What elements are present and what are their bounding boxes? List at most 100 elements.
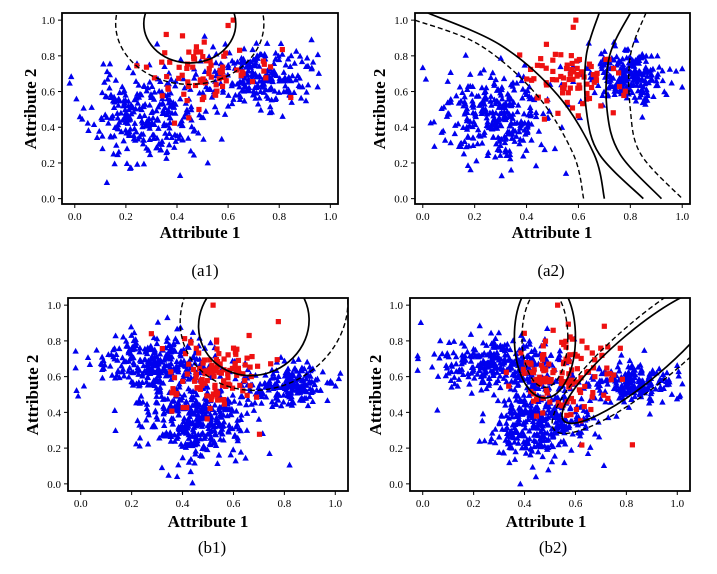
point-triangle	[613, 382, 620, 389]
x-tick-label: 0.0	[74, 498, 88, 510]
point-triangle	[155, 140, 163, 147]
point-square	[550, 68, 556, 75]
point-square	[622, 88, 628, 94]
point-square	[584, 90, 590, 97]
x-tick-label: 0.0	[416, 498, 430, 510]
point-triangle	[315, 70, 323, 76]
x-axis-label: Attribute 1	[512, 223, 593, 242]
point-triangle	[191, 437, 198, 444]
point-triangle	[483, 114, 490, 121]
point-triangle	[207, 411, 214, 417]
point-triangle	[477, 360, 484, 366]
point-triangle	[149, 108, 156, 114]
point-triangle	[610, 56, 618, 63]
point-triangle	[489, 121, 496, 128]
point-triangle	[211, 439, 218, 446]
point-triangle	[626, 357, 633, 364]
point-triangle	[630, 370, 638, 377]
point-triangle	[663, 369, 671, 376]
point-triangle	[470, 345, 477, 352]
x-tick-label: 0.2	[468, 211, 482, 223]
point-triangle	[490, 342, 497, 349]
point-triangle	[525, 111, 532, 118]
point-triangle	[201, 433, 209, 439]
point-triangle	[131, 329, 138, 336]
point-triangle	[539, 425, 546, 432]
point-square	[211, 373, 217, 379]
point-square	[570, 399, 576, 405]
point-triangle	[151, 349, 158, 356]
point-triangle	[211, 427, 218, 433]
point-triangle	[209, 43, 217, 50]
point-triangle	[522, 418, 529, 425]
x-axis-label: Attribute 1	[160, 223, 241, 242]
x-tick-label: 0.0	[416, 211, 430, 223]
point-triangle	[535, 385, 542, 392]
point-square	[540, 410, 546, 416]
point-triangle	[628, 89, 636, 95]
point-triangle	[456, 83, 464, 90]
point-triangle	[535, 127, 543, 134]
point-triangle	[506, 128, 513, 135]
point-triangle	[650, 93, 657, 100]
point-triangle	[174, 433, 182, 440]
point-triangle	[175, 411, 182, 418]
boundary-dashed	[114, 13, 265, 86]
point-triangle	[228, 57, 236, 64]
point-square	[193, 375, 199, 381]
point-triangle	[176, 172, 184, 178]
point-triangle	[597, 60, 604, 67]
point-triangle	[163, 338, 171, 344]
point-triangle	[96, 127, 103, 134]
point-triangle	[468, 90, 476, 97]
point-triangle	[304, 402, 312, 409]
point-triangle	[470, 103, 477, 110]
point-square	[551, 367, 557, 374]
point-triangle	[225, 421, 233, 428]
point-square	[203, 368, 210, 374]
point-triangle	[150, 95, 158, 102]
point-triangle	[479, 339, 487, 346]
point-triangle	[190, 424, 198, 430]
point-triangle	[218, 425, 226, 432]
point-triangle	[264, 95, 272, 101]
point-triangle	[272, 55, 279, 62]
point-triangle	[144, 440, 152, 447]
point-triangle	[100, 357, 107, 364]
point-triangle	[668, 391, 676, 397]
point-triangle	[309, 58, 317, 65]
point-square	[192, 82, 199, 89]
point-triangle	[122, 91, 129, 98]
point-triangle	[324, 397, 331, 404]
point-square	[202, 371, 208, 377]
point-triangle	[505, 357, 512, 363]
point-triangle	[242, 454, 249, 461]
point-triangle	[168, 345, 176, 351]
point-triangle	[164, 352, 171, 359]
point-triangle	[238, 392, 246, 399]
point-square	[227, 367, 233, 374]
point-triangle	[486, 348, 494, 355]
point-square	[184, 404, 190, 411]
point-triangle	[97, 360, 105, 367]
point-triangle	[262, 371, 269, 378]
point-triangle	[140, 362, 147, 369]
point-triangle	[103, 114, 111, 120]
point-square	[588, 84, 595, 91]
point-triangle	[257, 88, 264, 95]
point-square	[527, 369, 533, 375]
point-triangle	[303, 375, 310, 382]
point-triangle	[533, 430, 541, 437]
point-triangle	[84, 354, 92, 361]
point-triangle	[136, 434, 144, 441]
point-triangle	[643, 86, 650, 93]
point-triangle	[501, 139, 509, 146]
point-triangle	[288, 386, 296, 393]
point-triangle	[158, 138, 166, 144]
point-triangle	[462, 51, 469, 58]
point-triangle	[185, 409, 193, 416]
point-triangle	[176, 383, 183, 390]
point-triangle	[105, 351, 112, 358]
point-triangle	[286, 461, 293, 468]
point-triangle	[531, 346, 538, 353]
